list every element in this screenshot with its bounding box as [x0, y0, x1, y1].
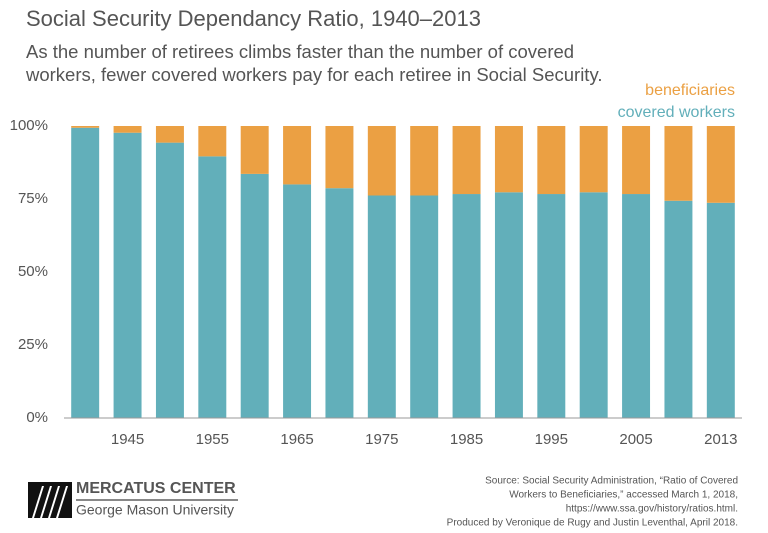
legend-label: beneficiaries: [645, 82, 735, 99]
source: Workers to Beneficiaries,” accessed Marc…: [509, 490, 738, 501]
bar-segment: [283, 126, 312, 185]
source: Produced by Veronique de Rugy and Justin…: [447, 518, 738, 529]
bar-segment: [452, 126, 481, 195]
bar-segment: [71, 127, 100, 418]
x-tick-label: 1985: [450, 431, 483, 448]
university-name: George Mason University: [76, 502, 234, 518]
y-tick-label: 100%: [10, 117, 48, 134]
bar-segment: [579, 192, 608, 418]
x-tick-label: 2005: [619, 431, 652, 448]
bar-segment: [452, 194, 481, 418]
bar-segment: [155, 126, 184, 143]
bar-segment: [706, 126, 735, 203]
bar-segment: [325, 126, 354, 189]
bar-segment: [367, 126, 396, 196]
bar-segment: [410, 195, 439, 418]
x-tick-label: 1945: [111, 431, 144, 448]
legend-label: covered workers: [618, 104, 735, 121]
x-tick-label: 1995: [535, 431, 568, 448]
bar-segment: [664, 126, 693, 201]
bar-segment: [240, 173, 269, 418]
x-tick-label: 1965: [280, 431, 313, 448]
bar-segment: [537, 126, 566, 195]
bar-segment: [71, 126, 100, 128]
x-tick-label: 1975: [365, 431, 398, 448]
bar-segment: [113, 126, 142, 133]
logo: [28, 482, 238, 518]
source: https://www.ssa.gov/history/ratios.html.: [566, 504, 738, 515]
y-tick-label: 50%: [18, 263, 48, 280]
bar-segment: [240, 126, 269, 174]
bar-segment: [537, 194, 566, 418]
bar-segment: [622, 194, 651, 418]
x-tick-label: 1955: [196, 431, 229, 448]
bar-segment: [579, 126, 608, 193]
bar-segment: [198, 126, 227, 157]
chart-title: Social Security Dependancy Ratio, 1940–2…: [26, 6, 481, 31]
bar-segment: [664, 200, 693, 418]
bar-segment: [198, 156, 227, 419]
bar-segment: [622, 126, 651, 195]
bar-segment: [494, 126, 523, 193]
bar-segment: [113, 132, 142, 418]
x-tick-label: 2013: [704, 431, 737, 448]
bar-segment: [155, 142, 184, 419]
y-tick-label: 75%: [18, 190, 48, 207]
bar-segment: [410, 126, 439, 196]
bar-segment: [283, 184, 312, 418]
subtitle: workers, fewer covered workers pay for e…: [25, 64, 602, 85]
y-tick-label: 0%: [26, 409, 48, 426]
org-name: MERCATUS CENTER: [76, 480, 236, 497]
bar-segment: [706, 202, 735, 418]
bar-segment: [325, 188, 354, 418]
bar-segment: [367, 195, 396, 418]
source: Source: Social Security Administration, …: [485, 476, 738, 487]
bar-segment: [494, 192, 523, 418]
y-tick-label: 25%: [18, 336, 48, 353]
subtitle: As the number of retirees climbs faster …: [26, 41, 574, 62]
